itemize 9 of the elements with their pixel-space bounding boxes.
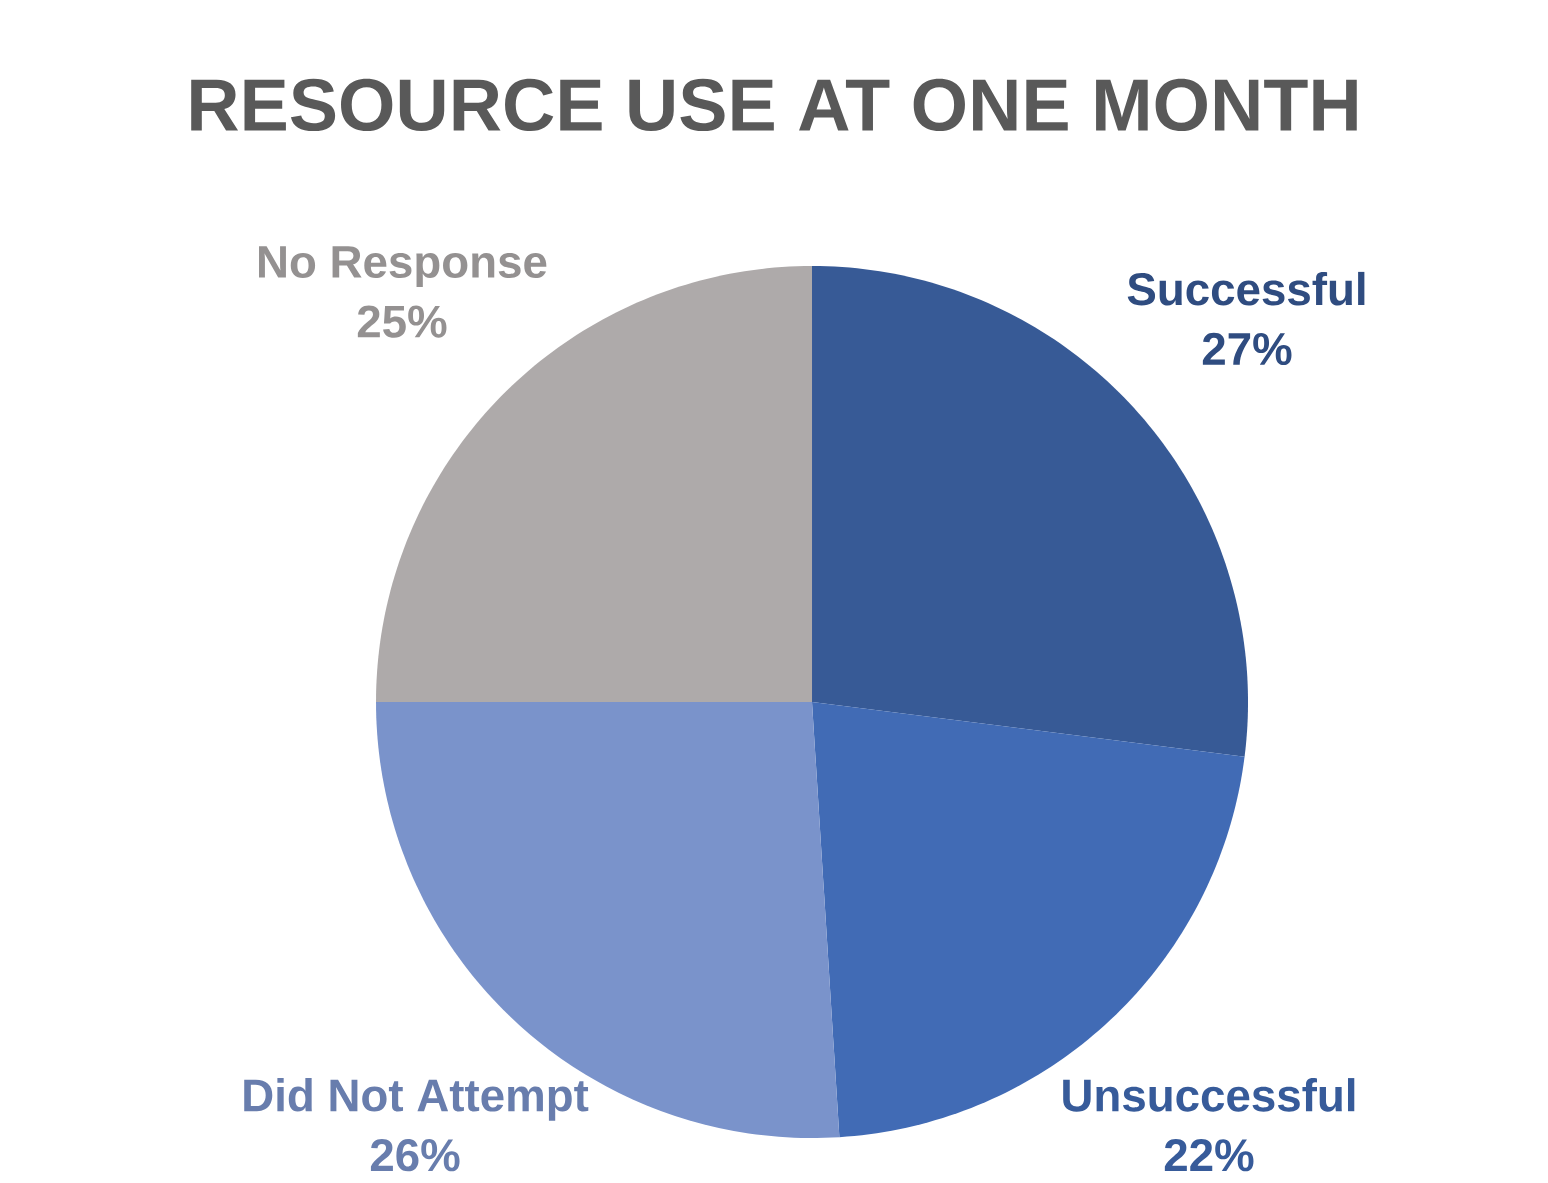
data-label: 26%: [370, 1138, 460, 1172]
slice-label: Successful: [1127, 271, 1365, 306]
slice-label: No Response: [259, 246, 547, 288]
data-label: 27%: [1202, 332, 1292, 366]
slice-label: Unsuccessful: [1063, 1078, 1355, 1112]
data-label: 25%: [357, 305, 447, 338]
data-label: 22%: [1164, 1139, 1254, 1172]
slice-label: Did Not Attempt: [244, 1078, 589, 1121]
chart-title: RESOURCE USE AT ONE MONTH: [191, 78, 1357, 132]
